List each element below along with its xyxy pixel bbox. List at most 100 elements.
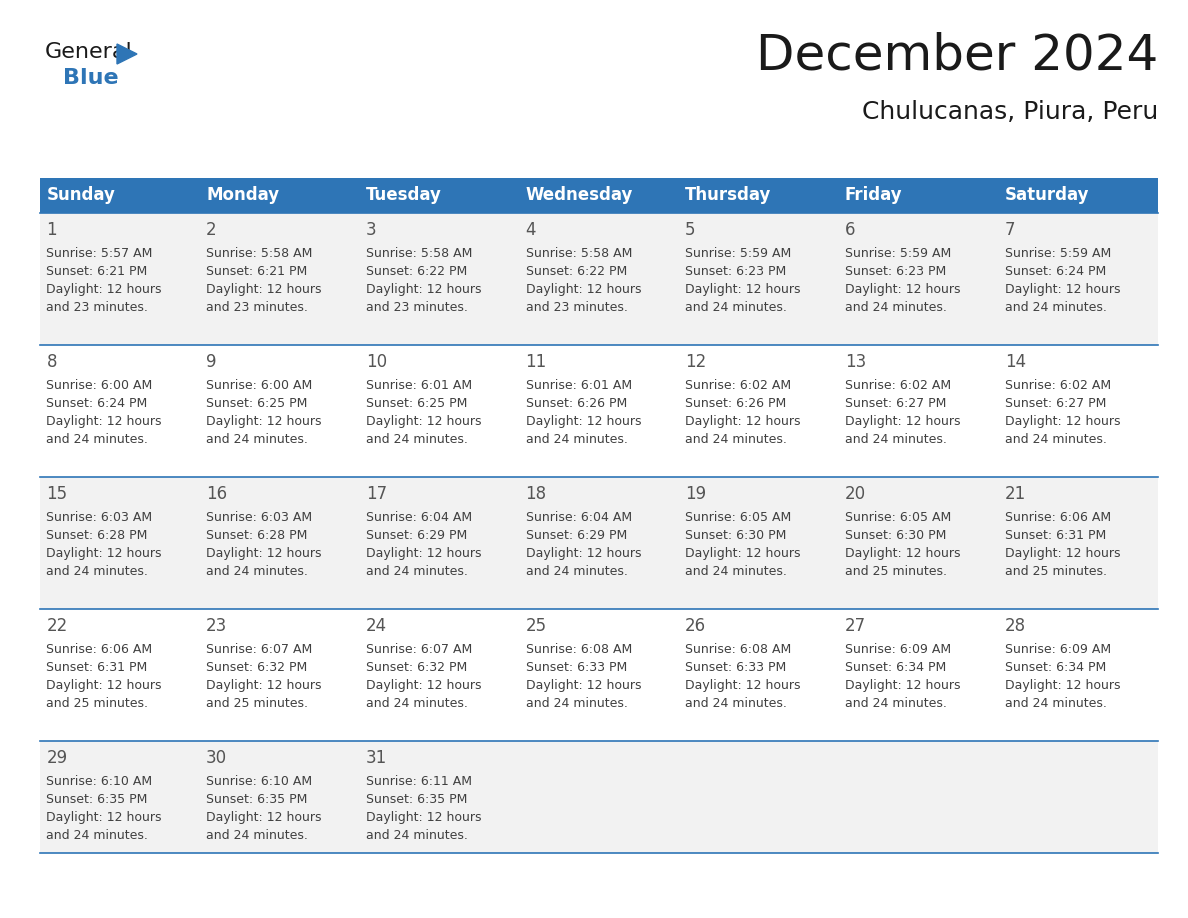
Text: Sunset: 6:26 PM: Sunset: 6:26 PM xyxy=(685,397,786,410)
Text: Sunset: 6:22 PM: Sunset: 6:22 PM xyxy=(525,265,627,278)
Text: and 24 minutes.: and 24 minutes. xyxy=(366,565,468,578)
Text: and 24 minutes.: and 24 minutes. xyxy=(685,301,788,314)
Text: Thursday: Thursday xyxy=(685,186,772,205)
Text: 4: 4 xyxy=(525,221,536,239)
Text: and 24 minutes.: and 24 minutes. xyxy=(206,565,308,578)
Text: and 25 minutes.: and 25 minutes. xyxy=(46,697,148,710)
Text: Sunset: 6:33 PM: Sunset: 6:33 PM xyxy=(685,661,786,674)
Text: Daylight: 12 hours: Daylight: 12 hours xyxy=(206,811,322,824)
Text: 20: 20 xyxy=(845,485,866,503)
Text: Sunset: 6:25 PM: Sunset: 6:25 PM xyxy=(366,397,467,410)
Text: Sunrise: 6:06 AM: Sunrise: 6:06 AM xyxy=(1005,511,1111,524)
Text: 5: 5 xyxy=(685,221,696,239)
Text: Sunrise: 5:59 AM: Sunrise: 5:59 AM xyxy=(1005,247,1111,260)
Text: and 24 minutes.: and 24 minutes. xyxy=(46,565,148,578)
Text: 27: 27 xyxy=(845,617,866,635)
Text: Sunrise: 6:02 AM: Sunrise: 6:02 AM xyxy=(685,379,791,392)
Text: Sunrise: 6:00 AM: Sunrise: 6:00 AM xyxy=(46,379,152,392)
Bar xyxy=(40,345,1158,477)
Text: Sunrise: 6:04 AM: Sunrise: 6:04 AM xyxy=(366,511,472,524)
Text: Sunrise: 6:10 AM: Sunrise: 6:10 AM xyxy=(46,775,152,788)
Text: 9: 9 xyxy=(206,353,216,371)
Text: 28: 28 xyxy=(1005,617,1025,635)
Text: Wednesday: Wednesday xyxy=(525,186,633,205)
Text: General: General xyxy=(45,42,133,62)
Text: Daylight: 12 hours: Daylight: 12 hours xyxy=(206,547,322,560)
Text: Sunrise: 6:10 AM: Sunrise: 6:10 AM xyxy=(206,775,312,788)
Text: 17: 17 xyxy=(366,485,387,503)
Text: and 24 minutes.: and 24 minutes. xyxy=(46,829,148,842)
Text: and 24 minutes.: and 24 minutes. xyxy=(366,829,468,842)
Text: Sunset: 6:25 PM: Sunset: 6:25 PM xyxy=(206,397,308,410)
Bar xyxy=(40,178,1158,213)
Text: and 23 minutes.: and 23 minutes. xyxy=(206,301,308,314)
Text: and 24 minutes.: and 24 minutes. xyxy=(1005,301,1106,314)
Text: Sunrise: 6:00 AM: Sunrise: 6:00 AM xyxy=(206,379,312,392)
Text: 12: 12 xyxy=(685,353,707,371)
Text: and 24 minutes.: and 24 minutes. xyxy=(685,565,788,578)
Text: Sunset: 6:31 PM: Sunset: 6:31 PM xyxy=(46,661,147,674)
Text: Sunset: 6:24 PM: Sunset: 6:24 PM xyxy=(1005,265,1106,278)
Text: 26: 26 xyxy=(685,617,707,635)
Text: and 25 minutes.: and 25 minutes. xyxy=(845,565,947,578)
Text: Sunrise: 6:02 AM: Sunrise: 6:02 AM xyxy=(1005,379,1111,392)
Text: 10: 10 xyxy=(366,353,387,371)
Text: Sunrise: 6:06 AM: Sunrise: 6:06 AM xyxy=(46,643,152,656)
Text: and 25 minutes.: and 25 minutes. xyxy=(1005,565,1107,578)
Text: and 24 minutes.: and 24 minutes. xyxy=(845,697,947,710)
Text: 25: 25 xyxy=(525,617,546,635)
Text: Sunrise: 6:05 AM: Sunrise: 6:05 AM xyxy=(685,511,791,524)
Text: and 24 minutes.: and 24 minutes. xyxy=(845,433,947,446)
Text: Sunset: 6:30 PM: Sunset: 6:30 PM xyxy=(685,529,786,542)
Text: Daylight: 12 hours: Daylight: 12 hours xyxy=(206,679,322,692)
Text: 19: 19 xyxy=(685,485,707,503)
Text: Sunset: 6:35 PM: Sunset: 6:35 PM xyxy=(366,793,467,806)
Text: Sunset: 6:35 PM: Sunset: 6:35 PM xyxy=(206,793,308,806)
Text: and 24 minutes.: and 24 minutes. xyxy=(685,433,788,446)
Text: 7: 7 xyxy=(1005,221,1016,239)
Text: Sunset: 6:32 PM: Sunset: 6:32 PM xyxy=(206,661,308,674)
Text: Daylight: 12 hours: Daylight: 12 hours xyxy=(845,547,960,560)
Text: Daylight: 12 hours: Daylight: 12 hours xyxy=(366,547,481,560)
Text: Daylight: 12 hours: Daylight: 12 hours xyxy=(1005,283,1120,296)
Text: Blue: Blue xyxy=(63,68,119,88)
Text: 22: 22 xyxy=(46,617,68,635)
Text: and 23 minutes.: and 23 minutes. xyxy=(525,301,627,314)
Text: and 24 minutes.: and 24 minutes. xyxy=(206,433,308,446)
Text: Monday: Monday xyxy=(206,186,279,205)
Text: 6: 6 xyxy=(845,221,855,239)
Text: 11: 11 xyxy=(525,353,546,371)
Text: Sunset: 6:31 PM: Sunset: 6:31 PM xyxy=(1005,529,1106,542)
Text: Sunrise: 6:03 AM: Sunrise: 6:03 AM xyxy=(46,511,152,524)
Text: and 24 minutes.: and 24 minutes. xyxy=(366,697,468,710)
Text: and 25 minutes.: and 25 minutes. xyxy=(206,697,308,710)
Text: and 24 minutes.: and 24 minutes. xyxy=(206,829,308,842)
Text: Sunset: 6:21 PM: Sunset: 6:21 PM xyxy=(206,265,308,278)
Text: Daylight: 12 hours: Daylight: 12 hours xyxy=(366,811,481,824)
Text: Sunday: Sunday xyxy=(46,186,115,205)
Text: Sunset: 6:29 PM: Sunset: 6:29 PM xyxy=(525,529,627,542)
Text: Sunrise: 6:05 AM: Sunrise: 6:05 AM xyxy=(845,511,952,524)
Text: and 24 minutes.: and 24 minutes. xyxy=(525,697,627,710)
Text: Sunrise: 5:59 AM: Sunrise: 5:59 AM xyxy=(845,247,952,260)
Text: Sunrise: 6:08 AM: Sunrise: 6:08 AM xyxy=(525,643,632,656)
Text: Sunset: 6:34 PM: Sunset: 6:34 PM xyxy=(845,661,946,674)
Text: and 24 minutes.: and 24 minutes. xyxy=(525,433,627,446)
Text: Daylight: 12 hours: Daylight: 12 hours xyxy=(46,283,162,296)
Text: Sunrise: 6:09 AM: Sunrise: 6:09 AM xyxy=(1005,643,1111,656)
Text: 2: 2 xyxy=(206,221,216,239)
Text: Sunrise: 6:01 AM: Sunrise: 6:01 AM xyxy=(366,379,472,392)
Text: Sunset: 6:33 PM: Sunset: 6:33 PM xyxy=(525,661,627,674)
Text: 3: 3 xyxy=(366,221,377,239)
Text: Sunset: 6:28 PM: Sunset: 6:28 PM xyxy=(46,529,147,542)
Text: Sunrise: 5:58 AM: Sunrise: 5:58 AM xyxy=(366,247,472,260)
Bar xyxy=(40,609,1158,741)
Bar xyxy=(40,741,1158,853)
Text: Sunset: 6:26 PM: Sunset: 6:26 PM xyxy=(525,397,627,410)
Text: Daylight: 12 hours: Daylight: 12 hours xyxy=(525,415,642,428)
Text: Sunset: 6:35 PM: Sunset: 6:35 PM xyxy=(46,793,147,806)
Bar xyxy=(40,213,1158,345)
Text: Sunset: 6:27 PM: Sunset: 6:27 PM xyxy=(845,397,947,410)
Text: Daylight: 12 hours: Daylight: 12 hours xyxy=(46,679,162,692)
Text: Daylight: 12 hours: Daylight: 12 hours xyxy=(206,415,322,428)
